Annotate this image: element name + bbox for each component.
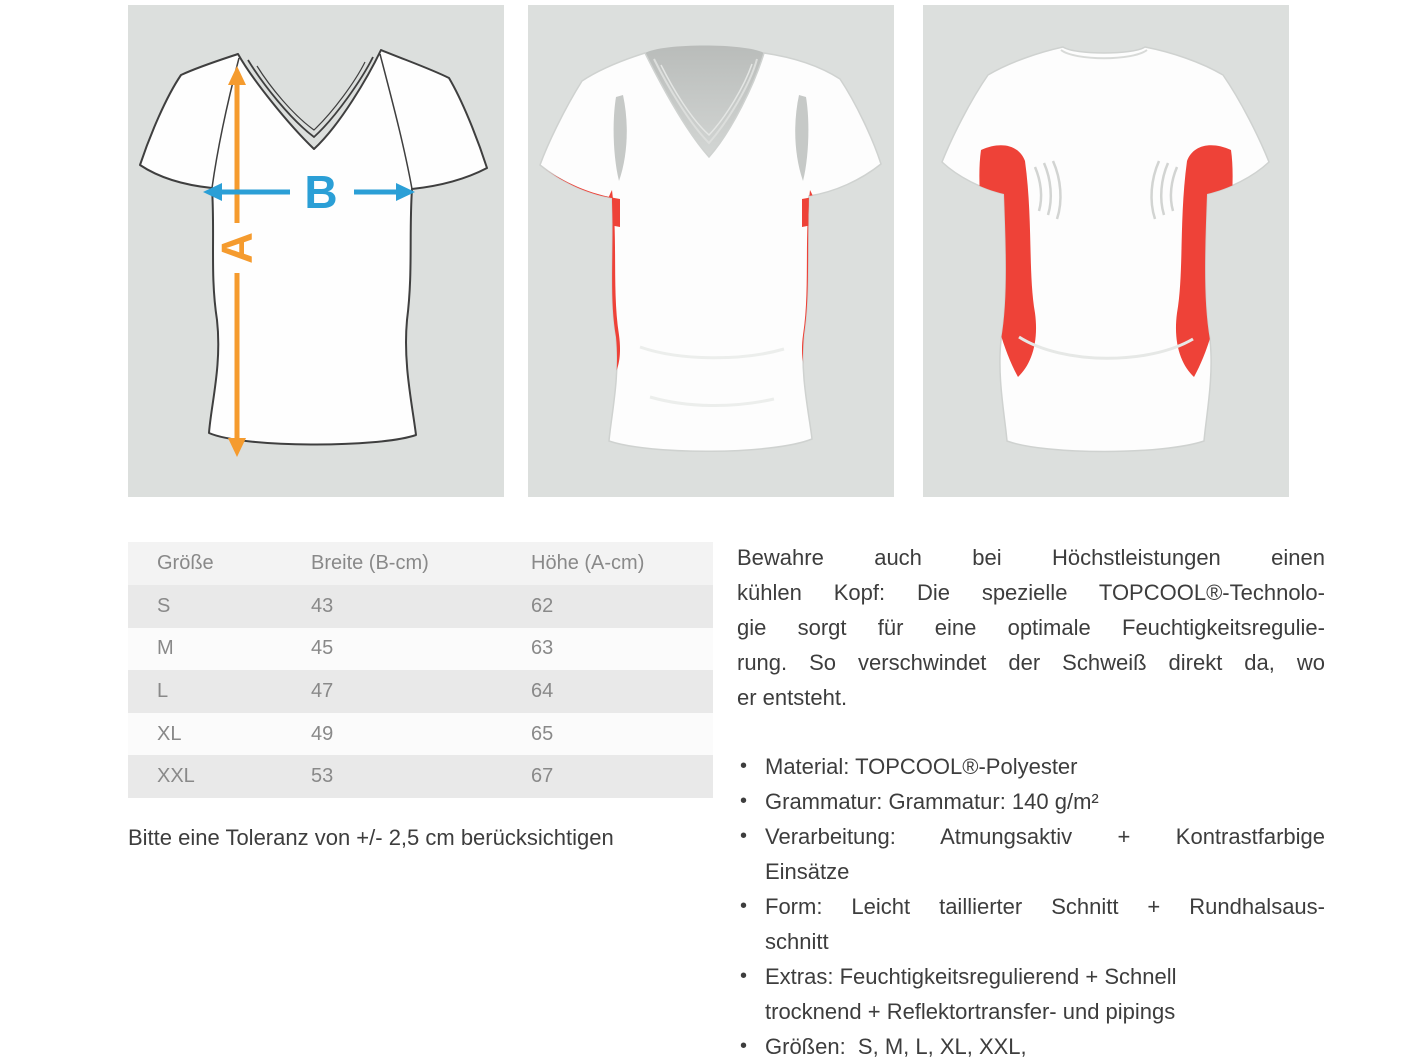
width-cell: 49 <box>311 722 334 745</box>
column-header-width: Breite (B-cm) <box>311 552 429 574</box>
shirt-front-image <box>539 45 882 453</box>
height-cell: 64 <box>531 679 554 702</box>
paragraph-line: rung. So verschwindet der Schweiß direkt… <box>737 650 1325 675</box>
list-item: • Verarbeitung: Atmungsaktiv + Kontrastf… <box>737 819 1325 889</box>
bullet-line: trocknend + Reflektortransfer- und pipin… <box>765 999 1176 1024</box>
bullet-line: schnitt <box>765 929 829 954</box>
size-cell: L <box>157 679 169 702</box>
size-diagram-image: A B <box>128 5 504 497</box>
shirt-outline <box>139 49 488 446</box>
width-cell: 47 <box>311 679 334 702</box>
bullet-line: Extras: Feuchtigkeitsregulierend + Schne… <box>765 964 1177 989</box>
size-table-header-row: Größe Breite (B-cm) Höhe (A-cm) <box>128 542 713 585</box>
paragraph-line: er entsteht. <box>737 685 848 710</box>
column-header-size: Größe <box>157 552 214 574</box>
bullet-icon: • <box>740 790 748 812</box>
size-cell: M <box>157 637 174 660</box>
product-description: Bewahre auch bei Höchstleistungen einen … <box>737 540 1325 1062</box>
shirt-back-body <box>941 46 1270 453</box>
measure-arrow-b: B <box>203 166 415 218</box>
paragraph-line: kühlen Kopf: Die spezielle TOPCOOL®-Tech… <box>737 580 1325 605</box>
table-row: XL 49 65 <box>128 712 713 756</box>
table-row: S 43 62 <box>128 585 713 628</box>
height-cell: 63 <box>531 637 554 660</box>
width-cell: 45 <box>311 637 334 660</box>
size-cell: XL <box>157 722 182 745</box>
list-item: • Extras: Feuchtigkeitsregulierend + Sch… <box>737 959 1325 1029</box>
size-table: Größe Breite (B-cm) Höhe (A-cm) S 43 62 … <box>128 542 713 798</box>
paragraph-line: Bewahre auch bei Höchstleistungen einen <box>737 545 1325 570</box>
reflector-arcs <box>1033 160 1179 220</box>
neck-opening <box>645 45 764 157</box>
bullet-icon: • <box>740 825 748 847</box>
paragraph-line: gie sorgt für eine optimale Feuchtigkeit… <box>737 615 1325 640</box>
table-row: L 47 64 <box>128 670 713 713</box>
bullet-line: Grammatur: Grammatur: 140 g/m² <box>765 789 1099 814</box>
bullet-icon: • <box>740 1035 748 1057</box>
bullet-line: Material: TOPCOOL®-Polyester <box>765 754 1078 779</box>
height-cell: 67 <box>531 765 554 788</box>
description-paragraph: Bewahre auch bei Höchstleistungen einen … <box>737 540 1325 715</box>
bullet-line: Einsätze <box>765 859 850 884</box>
bullet-line: Größen: S, M, L, XL, XXL, <box>765 1034 1027 1059</box>
measure-label-b: B <box>304 166 337 218</box>
column-header-height: Höhe (A-cm) <box>531 552 645 574</box>
list-item: • Form: Leicht taillierter Schnitt + Run… <box>737 889 1325 959</box>
list-item: • Größen: S, M, L, XL, XXL, <box>737 1029 1325 1062</box>
product-photo-back <box>923 5 1289 497</box>
table-row: XXL 53 67 <box>128 755 713 798</box>
shirt-back-image <box>941 46 1270 453</box>
shirt-measure-diagram: A B <box>139 49 488 457</box>
width-cell: 53 <box>311 765 334 788</box>
size-cell: XXL <box>157 765 195 788</box>
table-row: M 45 63 <box>128 627 713 671</box>
measure-label-a: A <box>213 232 262 264</box>
bullet-line: Form: Leicht taillierter Schnitt + Rundh… <box>765 894 1325 919</box>
product-photo-front <box>528 5 894 497</box>
tolerance-note: Bitte eine Toleranz von +/- 2,5 cm berüc… <box>128 825 614 850</box>
list-item: • Grammatur: Grammatur: 140 g/m² <box>737 784 1325 819</box>
width-cell: 43 <box>311 594 334 617</box>
description-bullet-list: • Material: TOPCOOL®-Polyester • Grammat… <box>737 749 1325 1062</box>
bullet-icon: • <box>740 895 748 917</box>
bullet-icon: • <box>740 755 748 777</box>
bullet-line: Verarbeitung: Atmungsaktiv + Kontrastfar… <box>765 824 1325 849</box>
size-cell: S <box>157 594 171 617</box>
bullet-icon: • <box>740 965 748 987</box>
height-cell: 65 <box>531 722 554 745</box>
height-cell: 62 <box>531 594 554 617</box>
measure-arrow-a: A <box>213 66 262 457</box>
list-item: • Material: TOPCOOL®-Polyester <box>737 749 1325 784</box>
